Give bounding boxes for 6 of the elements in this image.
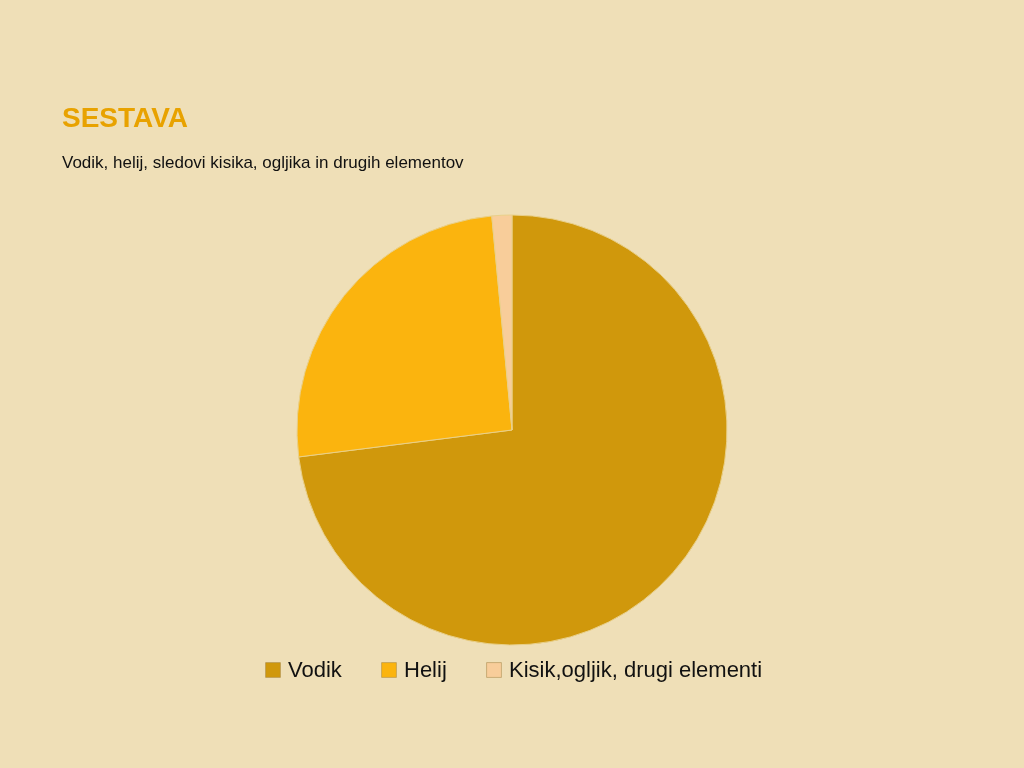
legend-label: Kisik,ogljik, drugi elementi [509,657,763,682]
legend-label: Vodik [288,657,343,682]
pie-slice [298,214,728,646]
legend-label: Helij [404,657,447,682]
chart-title: SESTAVA [62,102,189,133]
chart-subtitle: Vodik, helij, sledovi kisika, ogljika in drugih elementov [62,153,465,172]
